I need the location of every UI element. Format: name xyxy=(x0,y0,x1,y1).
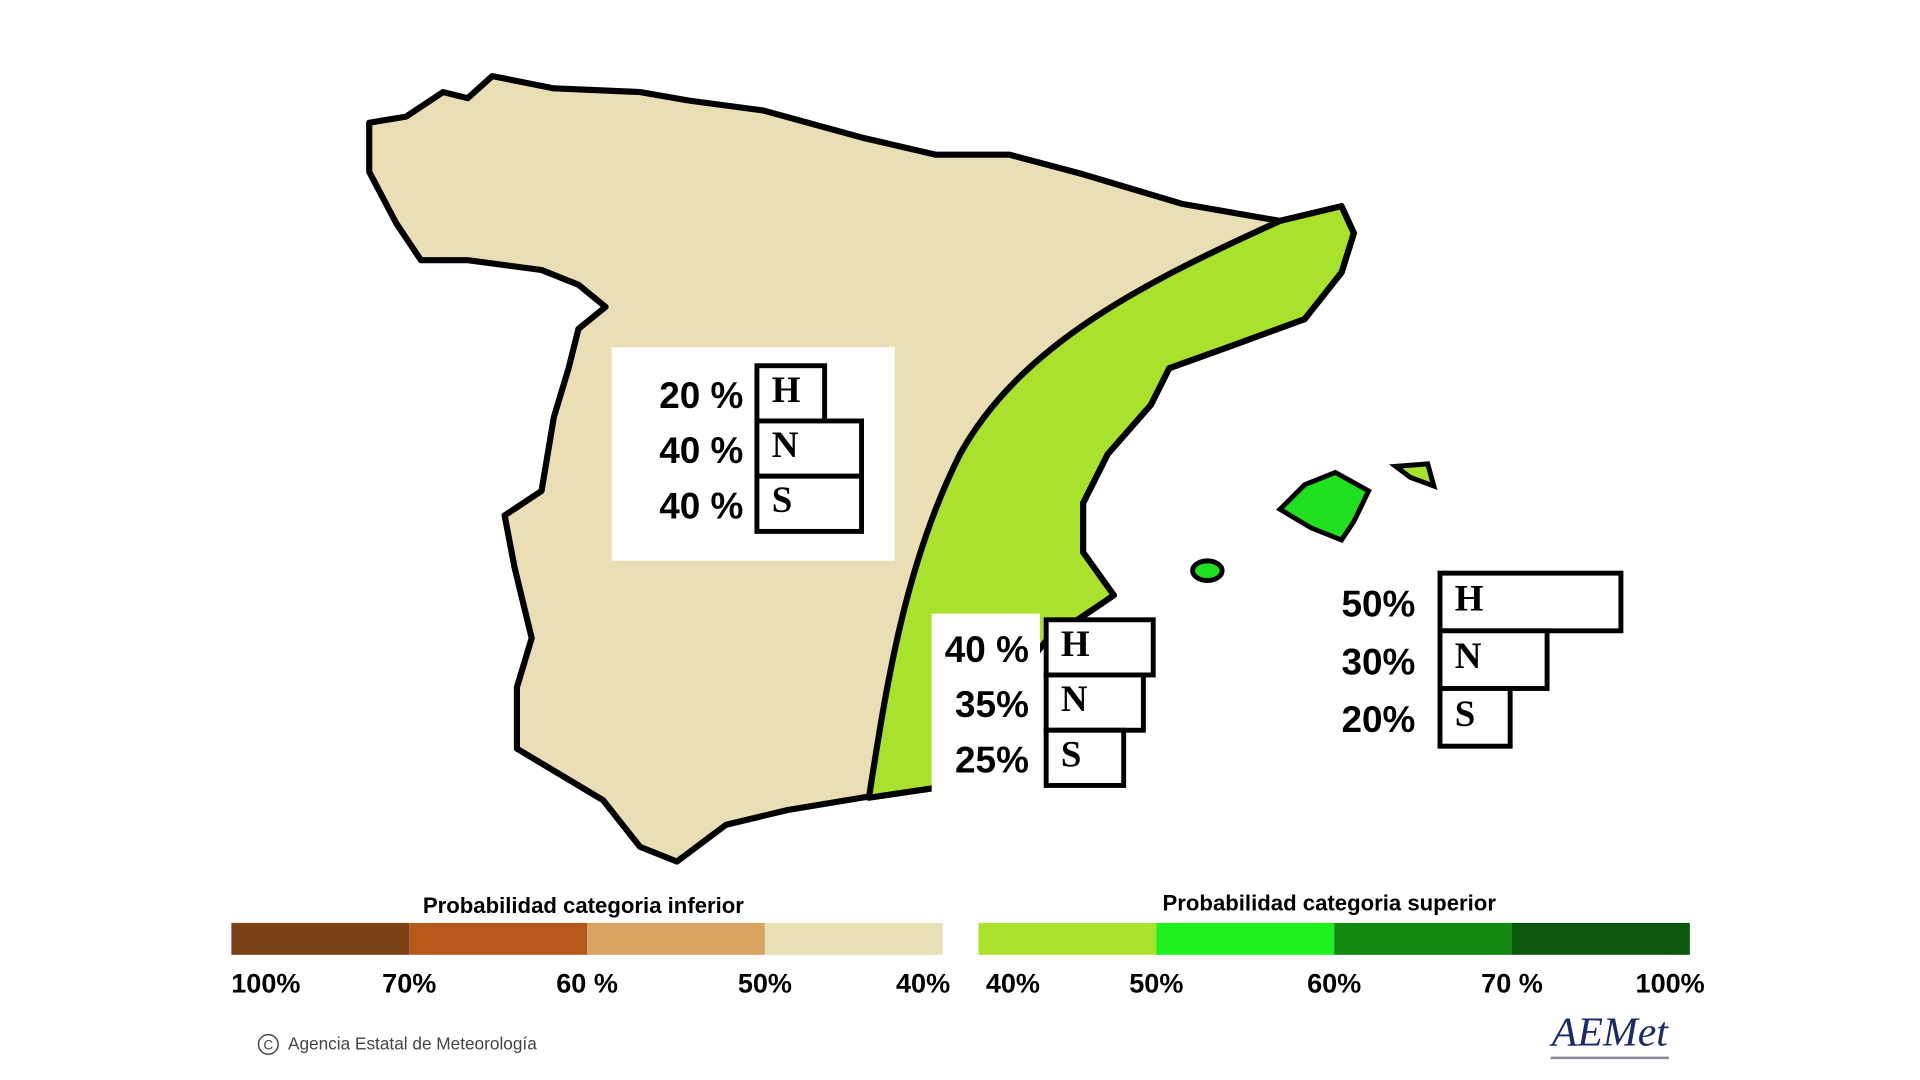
legend-swatch xyxy=(587,922,765,955)
probability-label: 20 % xyxy=(659,375,743,416)
logo: AEMet xyxy=(1549,1010,1670,1056)
category-code: N xyxy=(1455,635,1482,676)
legend-label: 40% xyxy=(986,969,1040,999)
probability-label: 20% xyxy=(1341,699,1415,740)
legend-label: 70% xyxy=(382,969,436,999)
legend-swatch xyxy=(764,922,943,955)
probability-bar xyxy=(1043,727,1127,788)
copyright-text: Agencia Estatal de Meteorología xyxy=(288,1033,537,1053)
legend-swatch xyxy=(231,922,410,955)
mallorca xyxy=(1276,469,1372,544)
probability-label: 40 % xyxy=(659,430,743,471)
probability-bar xyxy=(1437,628,1550,691)
probability-label: 40 % xyxy=(659,485,743,526)
probability-label: 40 % xyxy=(945,629,1029,670)
legend-swatch xyxy=(1512,922,1690,955)
legend-label: 60% xyxy=(1307,969,1361,999)
legend-title: Probabilidad categoria inferior xyxy=(423,893,745,918)
legend-swatch xyxy=(409,922,588,955)
category-code: H xyxy=(1061,623,1090,664)
probability-bar xyxy=(754,473,864,534)
copyright-icon xyxy=(257,1033,279,1055)
legend-label: 60 % xyxy=(556,969,618,999)
category-code: H xyxy=(772,369,801,410)
probability-label: 50% xyxy=(1341,584,1415,625)
legend-swatch xyxy=(978,922,1157,955)
probability-bar xyxy=(1043,617,1156,678)
category-code: S xyxy=(1455,693,1476,734)
legend-label: 100% xyxy=(1636,969,1705,999)
copyright-c: C xyxy=(263,1037,273,1052)
legend-title: Probabilidad categoria superior xyxy=(1163,891,1497,916)
legend-label: 70 % xyxy=(1481,969,1543,999)
category-code: S xyxy=(772,479,793,520)
legend-label: 50% xyxy=(1129,969,1183,999)
category-code: N xyxy=(772,424,799,465)
probability-label: 35% xyxy=(955,684,1029,725)
category-code: N xyxy=(1061,678,1088,719)
legend-swatch xyxy=(1334,922,1512,955)
legend-swatch xyxy=(1156,922,1335,955)
legend-label: 40% xyxy=(896,969,950,999)
legend-label: 50% xyxy=(738,969,792,999)
probability-label: 30% xyxy=(1341,641,1415,682)
label-background xyxy=(931,613,1040,798)
ibiza xyxy=(1190,558,1225,583)
probability-bar xyxy=(1437,686,1513,749)
category-code: S xyxy=(1061,733,1082,774)
probability-label: 25% xyxy=(955,740,1029,781)
category-code: H xyxy=(1455,577,1484,618)
legend-label: 100% xyxy=(231,969,300,999)
menorca xyxy=(1388,461,1438,490)
